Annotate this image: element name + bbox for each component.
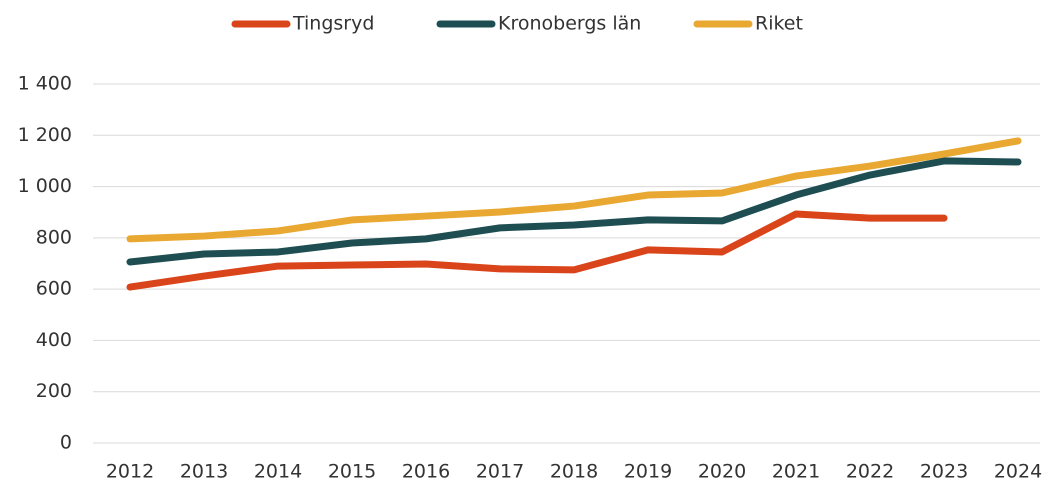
y-tick-label: 1 400 (18, 73, 72, 95)
y-tick-label: 200 (36, 380, 72, 402)
x-tick-label: 2019 (624, 461, 672, 483)
y-tick-label: 1 200 (18, 124, 72, 146)
y-tick-label: 0 (60, 432, 72, 454)
x-tick-label: 2013 (180, 461, 228, 483)
x-tick-label: 2016 (402, 461, 450, 483)
legend-label: Riket (755, 13, 803, 35)
series-line (126, 157, 1022, 266)
y-tick-label: 800 (36, 226, 72, 248)
x-tick-label: 2012 (106, 461, 154, 483)
y-tick-label: 1 000 (18, 175, 72, 197)
x-tick-label: 2014 (254, 461, 302, 483)
legend-label: Tingsryd (292, 13, 374, 35)
x-tick-label: 2018 (550, 461, 598, 483)
series-line (126, 210, 948, 291)
x-tick-label: 2024 (994, 461, 1042, 483)
x-tick-label: 2022 (846, 461, 894, 483)
x-tick-label: 2023 (920, 461, 968, 483)
x-tick-label: 2021 (772, 461, 820, 483)
legend-label: Kronobergs län (498, 13, 641, 35)
y-tick-label: 600 (36, 278, 72, 300)
x-tick-label: 2020 (698, 461, 746, 483)
series-line (126, 137, 1022, 243)
y-tick-label: 400 (36, 329, 72, 351)
x-tick-label: 2015 (328, 461, 376, 483)
x-tick-label: 2017 (476, 461, 524, 483)
